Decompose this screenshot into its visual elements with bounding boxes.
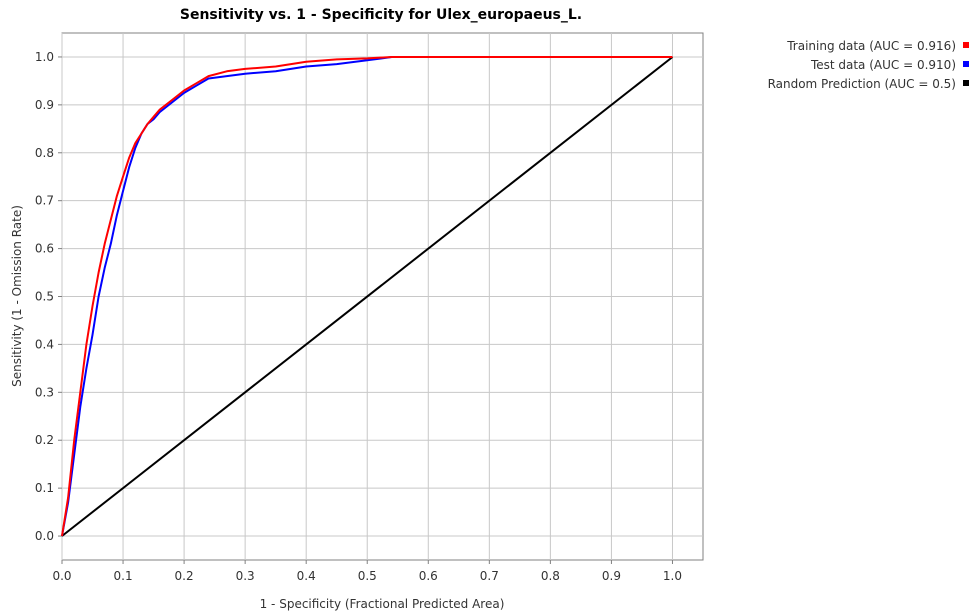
y-tick-label: 0.9 — [35, 98, 54, 112]
random-prediction-line — [61, 56, 674, 537]
y-tick-label: 0.6 — [35, 242, 54, 256]
series-lines — [61, 56, 674, 537]
y-tick-label: 0.8 — [35, 146, 54, 160]
legend: Training data (AUC = 0.916) Test data (AU… — [768, 39, 969, 91]
legend-test-swatch — [963, 61, 969, 67]
y-tick-label: 0.5 — [35, 290, 54, 304]
x-tick-label: 0.1 — [114, 569, 133, 583]
x-tick-label: 0.5 — [358, 569, 377, 583]
y-tick-label: 0.7 — [35, 194, 54, 208]
training-data-line — [61, 56, 673, 537]
y-tick-label: 0.0 — [35, 529, 54, 543]
y-tick-label: 0.2 — [35, 433, 54, 447]
y-axis-label: Sensitivity (1 - Omission Rate) — [10, 205, 24, 387]
legend-test-label: Test data (AUC = 0.910) — [810, 58, 956, 72]
y-tick-label: 0.1 — [35, 481, 54, 495]
x-tick-label: 0.6 — [419, 569, 438, 583]
x-tick-label: 0.9 — [602, 569, 621, 583]
x-axis-label: 1 - Specificity (Fractional Predicted Ar… — [260, 597, 505, 611]
legend-random-swatch — [963, 80, 969, 86]
x-tick-label: 0.2 — [175, 569, 194, 583]
x-tick-label: 0.4 — [297, 569, 316, 583]
x-tick-label: 1.0 — [663, 569, 682, 583]
y-tick-label: 0.4 — [35, 337, 54, 351]
x-tick-label: 0.8 — [541, 569, 560, 583]
x-tick-label: 0.7 — [480, 569, 499, 583]
x-tick-label: 0.3 — [236, 569, 255, 583]
legend-training-swatch — [963, 42, 969, 48]
y-tick-label: 0.3 — [35, 385, 54, 399]
y-tick-label: 1.0 — [35, 50, 54, 64]
legend-random-label: Random Prediction (AUC = 0.5) — [768, 77, 956, 91]
axis-ticks: 0.0 0.1 0.2 0.3 0.4 0.5 0.6 0.7 0.8 0.9 1.0 0.0 0.1 0… — [35, 50, 682, 583]
legend-training-label: Training data (AUC = 0.916) — [786, 39, 956, 53]
chart-title: Sensitivity vs. 1 - Specificity for Ulex… — [180, 7, 582, 23]
x-tick-label: 0.0 — [52, 569, 71, 583]
